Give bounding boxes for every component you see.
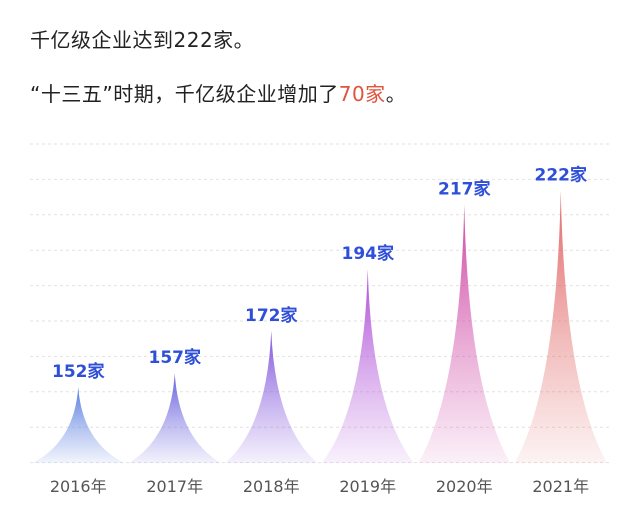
headline-highlight: 70家 (338, 82, 386, 106)
x-tick-label: 2017年 (146, 477, 203, 496)
chart-grid (30, 143, 609, 464)
headline-line-1: 千亿级企业达到222家。 (30, 28, 255, 52)
value-label: 157家 (149, 347, 202, 368)
chart-x-axis: 2016年 2017年 2018年 2019年 2020年 2021年 (50, 477, 589, 496)
spike-2017年 (128, 373, 221, 463)
x-tick-label: 2019年 (339, 477, 396, 496)
x-tick-label: 2016年 (50, 477, 107, 496)
value-label: 194家 (342, 243, 395, 264)
spike-2021年 (514, 190, 607, 463)
chart-spikes (32, 190, 607, 463)
spike-2016年 (32, 387, 125, 463)
spike-2020年 (418, 204, 511, 463)
headline-line-2: “十三五”时期，千亿级企业增加了70家。 (30, 78, 406, 107)
chart-value-labels: 152家 157家 172家 194家 217家 222家 (52, 164, 587, 382)
spike-2019年 (321, 269, 414, 463)
value-label: 152家 (52, 361, 105, 382)
headline-line-2-suffix: 。 (385, 82, 407, 106)
value-label: 172家 (245, 305, 298, 326)
headline-line-2-prefix: “十三五”时期，千亿级企业增加了 (30, 82, 339, 106)
x-tick-label: 2020年 (436, 477, 493, 496)
x-tick-label: 2018年 (243, 477, 300, 496)
x-tick-label: 2021年 (532, 477, 589, 496)
value-label: 222家 (535, 164, 588, 185)
value-label: 217家 (438, 179, 491, 200)
spike-2018年 (225, 330, 318, 463)
